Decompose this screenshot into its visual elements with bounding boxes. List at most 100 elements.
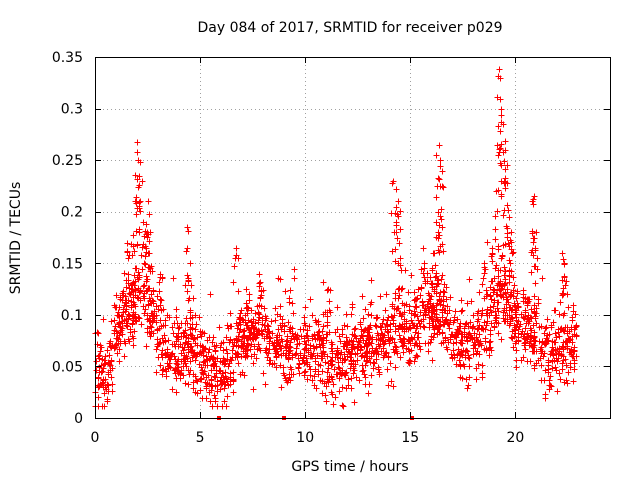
data-point (250, 360, 257, 367)
data-point (386, 337, 393, 344)
data-point (264, 328, 271, 335)
data-point (169, 386, 176, 393)
data-point (259, 321, 266, 328)
data-point (136, 315, 143, 322)
data-point (132, 265, 139, 272)
data-point (289, 352, 296, 359)
data-point (434, 325, 441, 332)
data-point (281, 323, 288, 330)
peak-point (429, 280, 436, 287)
peak-point (439, 168, 446, 175)
data-point (156, 325, 163, 332)
peak-point (145, 198, 152, 205)
peak-point (133, 211, 140, 218)
data-point (132, 278, 139, 285)
peak-point (397, 226, 404, 233)
peak-point (183, 248, 190, 255)
data-point (238, 344, 245, 351)
data-point (332, 394, 339, 401)
peak-point (421, 265, 428, 272)
data-point (381, 340, 388, 347)
data-point (291, 275, 298, 282)
data-point (220, 347, 227, 354)
data-point (557, 376, 564, 383)
data-point (490, 303, 497, 310)
peak-point (561, 261, 568, 268)
data-point (541, 350, 548, 357)
data-point (442, 334, 449, 341)
data-point (392, 364, 399, 371)
data-point (335, 364, 342, 371)
data-point (200, 344, 207, 351)
peak-point (397, 255, 404, 262)
peak-point (528, 269, 535, 276)
data-point (407, 340, 414, 347)
data-point (560, 312, 567, 319)
peak-point (435, 229, 442, 236)
data-point (312, 355, 319, 362)
peak-point (506, 257, 513, 264)
data-point (114, 350, 121, 357)
peak-point (505, 207, 512, 214)
data-point (440, 302, 447, 309)
data-point (218, 374, 225, 381)
data-point (349, 304, 356, 311)
data-point (467, 319, 474, 326)
data-point (230, 378, 237, 385)
data-point (484, 306, 491, 313)
data-point (185, 367, 192, 374)
data-point (113, 292, 120, 299)
data-point (408, 335, 415, 342)
data-point (418, 285, 425, 292)
data-point (488, 296, 495, 303)
peak-point (257, 295, 264, 302)
data-point (415, 317, 422, 324)
data-point (119, 318, 126, 325)
data-point (253, 355, 260, 362)
data-point (396, 310, 403, 317)
peak-point (418, 266, 425, 273)
peak-point (498, 106, 505, 113)
data-point (428, 307, 435, 314)
data-point (390, 383, 397, 390)
peak-point (125, 255, 132, 262)
data-point (510, 287, 517, 294)
data-point (107, 367, 114, 374)
data-point (360, 367, 367, 374)
data-point (345, 376, 352, 383)
peak-point (563, 278, 570, 285)
data-point (313, 385, 320, 392)
data-point (542, 367, 549, 374)
data-point (560, 339, 567, 346)
data-point (365, 311, 372, 318)
data-point (222, 360, 229, 367)
data-point (129, 321, 136, 328)
peak-point (532, 247, 539, 254)
peak-point (440, 184, 447, 191)
data-point (197, 376, 204, 383)
data-point (348, 375, 355, 382)
data-point (552, 364, 559, 371)
data-point (199, 367, 206, 374)
data-point (302, 341, 309, 348)
peak-point (233, 252, 240, 259)
peak-point (509, 250, 516, 257)
data-point (307, 372, 314, 379)
data-point (506, 279, 513, 286)
data-point (271, 360, 278, 367)
peak-point (392, 210, 399, 217)
data-point (241, 372, 248, 379)
data-point (363, 343, 370, 350)
data-point (285, 319, 292, 326)
peak-point (133, 194, 140, 201)
data-point (361, 327, 368, 334)
data-point (373, 356, 380, 363)
data-point (282, 352, 289, 359)
data-point (173, 375, 180, 382)
data-point (500, 309, 507, 316)
data-point (401, 309, 408, 316)
peak-point (529, 228, 536, 235)
data-point (329, 354, 336, 361)
data-point (239, 316, 246, 323)
peak-point (421, 274, 428, 281)
